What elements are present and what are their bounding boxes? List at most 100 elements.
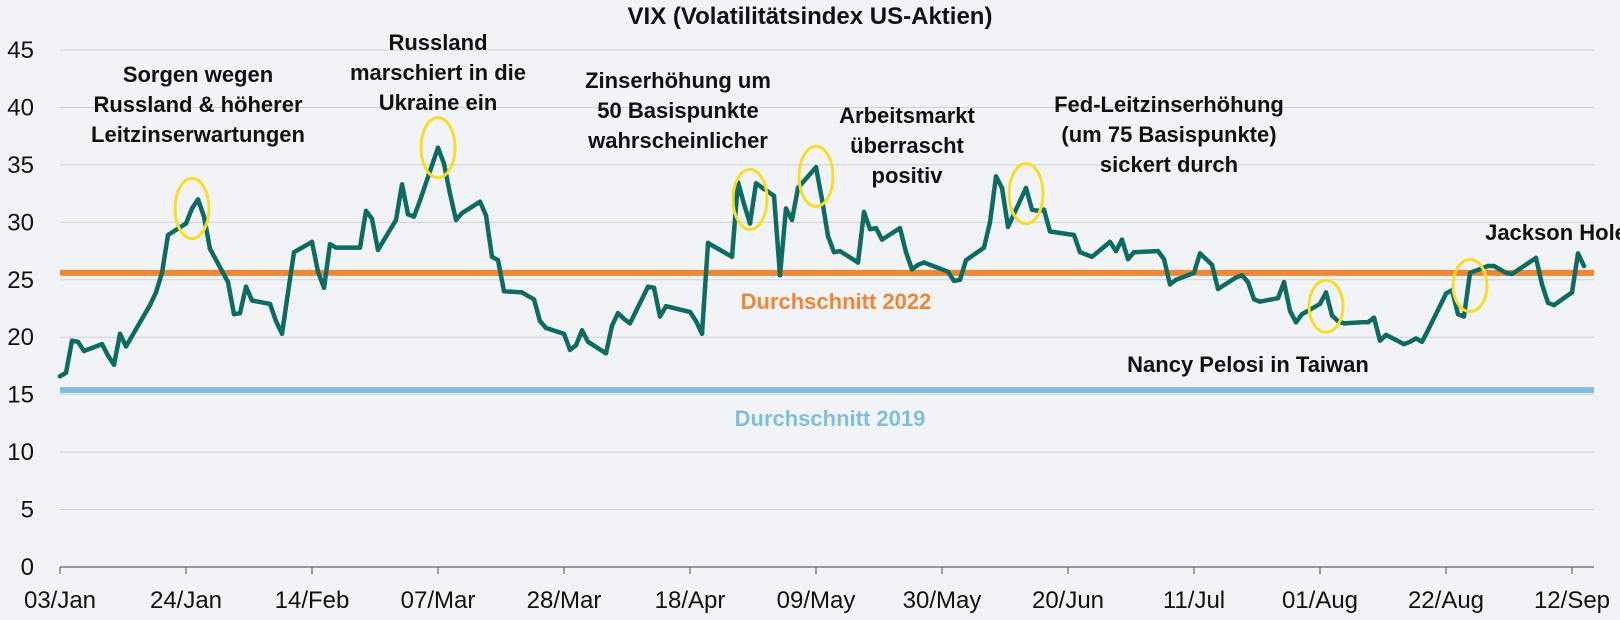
- data-point: [1299, 312, 1305, 317]
- data-point: [963, 258, 969, 263]
- data-point: [1257, 299, 1263, 304]
- annotation-text: Arbeitsmarkt: [839, 103, 975, 128]
- data-point: [333, 245, 339, 250]
- annotation-circle: [419, 116, 457, 180]
- annotation-circle: [1007, 162, 1045, 226]
- y-tick-label: 15: [7, 382, 34, 409]
- data-point: [627, 321, 633, 326]
- data-point: [1107, 239, 1113, 245]
- data-point: [447, 191, 453, 196]
- data-point: [1323, 290, 1329, 295]
- data-point: [819, 197, 825, 202]
- data-point: [1161, 256, 1167, 262]
- data-point: [711, 244, 717, 249]
- x-tick-label: 07/Mar: [401, 587, 476, 614]
- data-point: [651, 285, 657, 290]
- data-point: [813, 165, 819, 170]
- data-point: [831, 250, 837, 255]
- data-point: [855, 260, 861, 265]
- y-tick-label: 20: [7, 324, 34, 351]
- data-point: [729, 254, 735, 259]
- y-tick-label: 10: [7, 439, 34, 466]
- data-point: [75, 339, 81, 344]
- data-point: [1173, 277, 1179, 282]
- data-point: [495, 258, 501, 263]
- data-point: [153, 290, 159, 295]
- data-point: [69, 338, 75, 343]
- data-point: [1413, 336, 1419, 341]
- data-point: [777, 273, 783, 278]
- data-point: [1467, 270, 1473, 276]
- data-point: [837, 248, 843, 254]
- data-point: [267, 301, 273, 307]
- data-point: [585, 339, 591, 344]
- grid: [60, 49, 1594, 568]
- data-point: [57, 374, 63, 379]
- data-point: [693, 318, 699, 324]
- data-point: [99, 341, 105, 347]
- data-point: [1155, 248, 1161, 254]
- data-point: [1455, 312, 1461, 317]
- data-point: [1425, 328, 1431, 333]
- annotation-text: Nancy Pelosi in Taiwan: [1127, 352, 1369, 377]
- data-point: [441, 161, 447, 166]
- data-point: [1077, 250, 1083, 255]
- data-point: [531, 297, 537, 302]
- data-point: [1575, 251, 1581, 256]
- data-point: [273, 318, 279, 324]
- data-point: [1203, 256, 1209, 262]
- data-point: [537, 318, 543, 324]
- y-tick-label: 35: [7, 152, 34, 179]
- data-point: [357, 245, 363, 250]
- data-point: [1167, 282, 1173, 287]
- data-point: [489, 254, 495, 259]
- data-point: [861, 209, 867, 215]
- data-point: [369, 216, 375, 222]
- x-tick-label: 20/Jun: [1032, 587, 1104, 614]
- data-point: [603, 351, 609, 356]
- data-point: [1119, 237, 1125, 242]
- data-point: [1539, 282, 1545, 287]
- data-point: [1359, 320, 1365, 325]
- annotation-circle: [1307, 278, 1345, 334]
- data-point: [1281, 279, 1287, 285]
- data-point: [399, 182, 405, 187]
- annotations: Sorgen wegen Russland & höherer Leitzinser…: [91, 30, 1620, 377]
- x-tick-label: 01/Aug: [1282, 587, 1358, 614]
- y-tick-label: 40: [7, 94, 34, 121]
- data-point: [147, 302, 153, 308]
- data-point: [621, 316, 627, 321]
- data-point: [771, 193, 777, 199]
- data-point: [1047, 229, 1053, 234]
- data-point: [207, 246, 213, 251]
- reference-lines: Durchschnitt 2022 Durchschnitt 2019: [60, 269, 1594, 431]
- data-point: [405, 212, 411, 217]
- data-point: [981, 245, 987, 250]
- data-point: [561, 331, 567, 336]
- data-point: [279, 331, 285, 336]
- annotation-text: überrascht: [850, 133, 964, 158]
- y-tick-label: 25: [7, 267, 34, 294]
- data-point: [285, 290, 291, 295]
- data-point: [105, 353, 111, 358]
- data-point: [225, 279, 231, 285]
- data-point: [315, 269, 321, 274]
- data-point: [1497, 267, 1503, 272]
- annotation-circle: [173, 177, 211, 241]
- data-point: [183, 221, 189, 226]
- data-point: [1407, 339, 1413, 344]
- data-point: [903, 250, 909, 255]
- annotation-text: (um 75 Basispunkte): [1061, 122, 1276, 147]
- annotation-circle: [731, 167, 769, 231]
- data-point: [879, 237, 885, 242]
- x-tick-label: 14/Feb: [275, 587, 350, 614]
- data-point: [1383, 332, 1389, 338]
- annotation-text: sickert durch: [1100, 152, 1238, 177]
- data-point: [165, 232, 171, 238]
- data-point: [1551, 302, 1557, 308]
- data-point: [1509, 271, 1515, 277]
- data-point: [1485, 263, 1491, 269]
- data-point: [999, 185, 1005, 191]
- x-tick-label: 24/Jan: [150, 587, 222, 614]
